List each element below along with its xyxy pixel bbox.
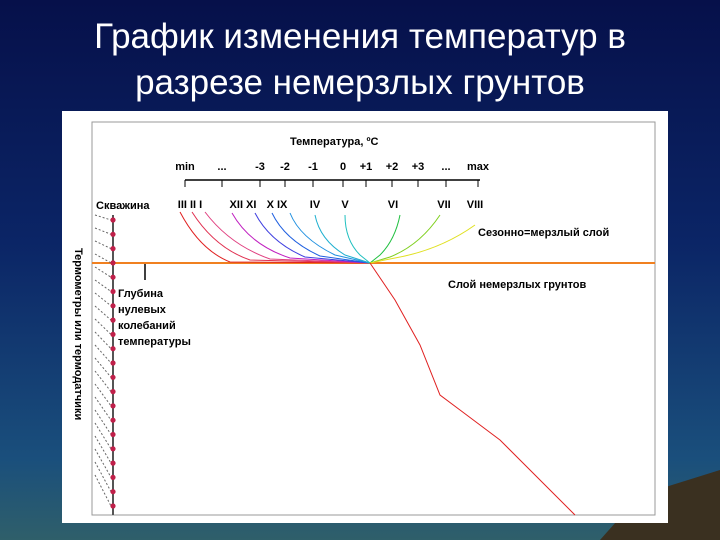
scale-label: ... [217,161,226,173]
depth-label: Глубина [118,288,164,300]
scale-label: +1 [360,161,373,173]
depth-label: колебаний [118,320,176,332]
scale-label: -3 [255,161,265,173]
scale-label: max [467,161,490,173]
sensor [110,389,116,395]
sensor-lead [94,240,112,250]
scale-label: +3 [412,161,425,173]
sensor-lead [94,214,112,221]
depth-label: температуры [118,336,191,348]
month-label: VI [388,199,398,211]
month-label: VIII [467,199,484,211]
title-line: График изменения температур в [94,17,626,56]
sensor-lead [94,227,112,235]
sensor-lead [94,422,112,450]
sensor [110,374,116,380]
curve [369,214,401,264]
curve [179,211,371,264]
sensor-lead [94,292,112,307]
sensor [110,503,116,509]
sensor-lead [94,396,112,421]
sensor-lead [94,383,112,407]
sensor-lead [94,435,112,464]
sensor-lead [94,474,112,507]
scale-label: min [175,161,195,173]
sensor [110,303,116,309]
sensor [110,489,116,495]
curve [369,214,441,264]
scale-label: ... [441,161,450,173]
sensor [110,274,116,280]
sensor [110,231,116,237]
month-label: III II I [178,199,202,211]
sensor [110,446,116,452]
month-label: IV [310,199,321,211]
axis-title: Температура, ºС [290,136,378,148]
month-label: X IX [267,199,288,211]
sensor [110,360,116,366]
sensor-lead [94,370,112,392]
curve [271,212,371,264]
curve [289,212,371,264]
scale-label: -2 [280,161,290,173]
curve [369,224,476,264]
sensor [110,346,116,352]
title-line: разрезе немерзлых грунтов [135,63,585,102]
sensor-lead [94,461,112,492]
frame [91,121,656,516]
sensor-lead [94,357,112,378]
curve [314,214,371,264]
sensor-lead [94,409,112,435]
sensor-lead [94,344,112,364]
scale-label: +2 [386,161,399,173]
seasonal-layer-label: Сезонно=мерзлый слой [478,227,609,239]
permafrost-free-curve [369,262,576,516]
month-label: VII [437,199,450,211]
sensor [110,288,116,295]
sensor-lead [94,266,112,278]
curves [179,211,576,516]
borehole-label: Скважина [96,200,150,212]
slide-title: График изменения температур в разрезе не… [0,14,720,106]
sensor-lead [94,448,112,478]
sensor [110,460,116,466]
scale-label: 0 [340,161,346,173]
sensor-lead [94,279,112,292]
sensor [110,260,116,266]
curve [254,212,371,264]
month-label: XII XI [230,199,257,211]
sensor [110,246,116,252]
sensor-lead [94,305,112,321]
sensor [110,431,116,438]
sensor [110,217,116,223]
sensor [110,417,116,423]
sensor [110,403,116,409]
depth-label: нулевых [118,304,167,316]
month-label: V [341,199,349,211]
curve [191,211,371,264]
sensor [110,331,116,337]
curve [231,212,371,264]
sensor [110,317,116,323]
sensor-lead [94,253,112,264]
curve [204,211,371,264]
curve [344,214,371,264]
layer-label: Слой немерзлых грунтов [448,279,587,291]
sensors-label: Термометры или термодатчики [72,248,84,420]
scale-label: -1 [308,161,318,173]
sensor [110,474,116,480]
